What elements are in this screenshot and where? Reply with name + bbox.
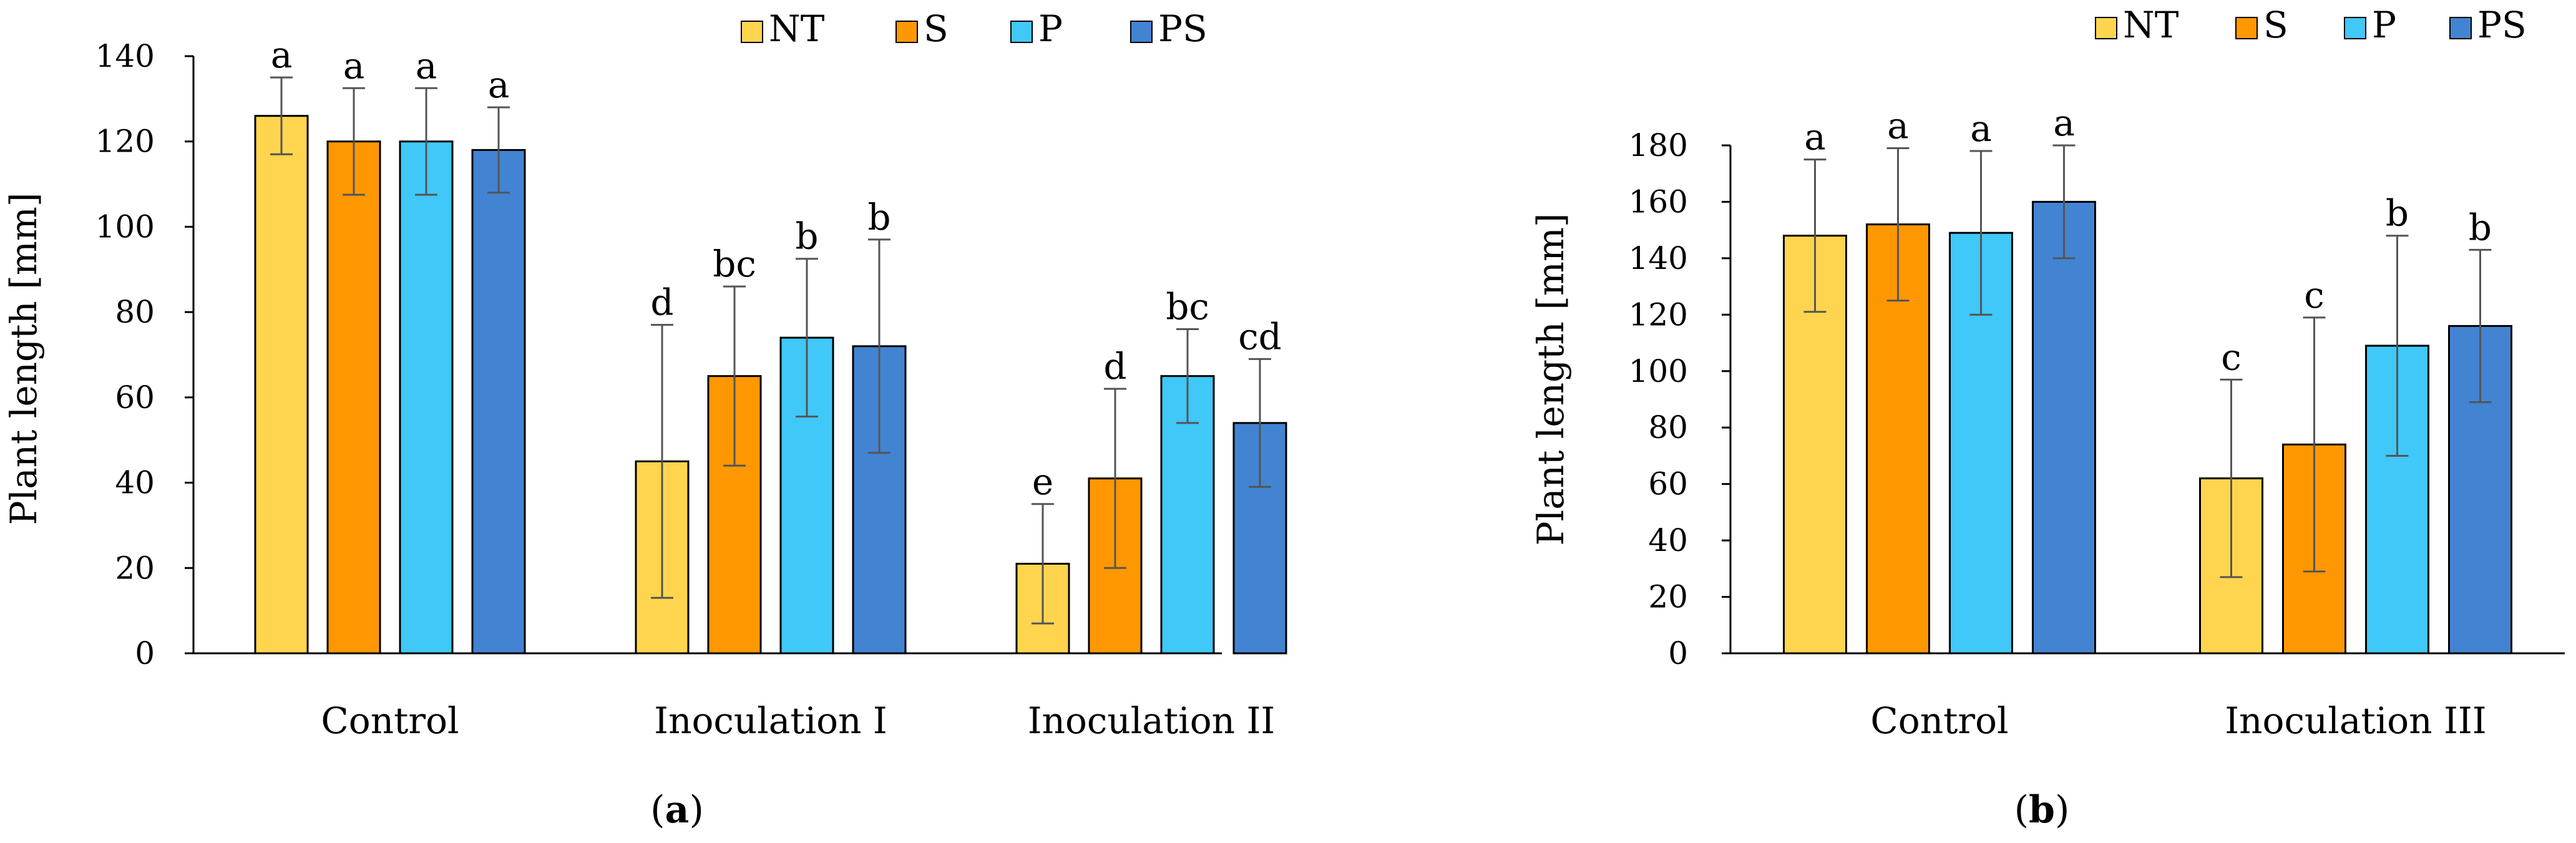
error-bar-b-inoculation-iii-ps <box>2469 248 2492 404</box>
sig-letter-a-inoculation-ii-s: d <box>1103 345 1126 387</box>
legend-label-s-b: S <box>2263 4 2288 46</box>
y-tick-label-b: 180 <box>1629 127 1688 163</box>
y-tick-label-a: 100 <box>95 208 155 245</box>
error-bar-a-inoculation-i-ps <box>868 238 890 454</box>
sig-letter-a-control-ps: a <box>488 64 510 106</box>
sig-letter-b-inoculation-iii-nt: c <box>2221 336 2241 378</box>
error-bar-b-inoculation-iii-p <box>2386 235 2409 457</box>
panel-label-a: (a) <box>650 788 704 832</box>
legend-swatch-ps-b <box>2449 17 2472 39</box>
sig-letter-b-control-ps: a <box>2053 102 2075 144</box>
sig-letter-a-inoculation-ii-p: bc <box>1166 285 1209 328</box>
error-bar-b-control-s <box>1886 147 1910 302</box>
bar-a-control-p <box>399 140 454 655</box>
sig-letter-a-control-p: a <box>416 44 437 87</box>
category-label-a-inoculation-i: Inoculation I <box>654 699 887 742</box>
panel-letter-b: b <box>2029 788 2055 832</box>
y-tick-label-a: 80 <box>115 294 155 330</box>
error-bar-b-inoculation-iii-s <box>2303 316 2326 573</box>
sig-letter-b-inoculation-iii-p: b <box>2386 192 2409 235</box>
category-label-a-inoculation-ii: Inoculation II <box>1028 699 1276 742</box>
error-bar-a-control-p <box>415 87 437 196</box>
sig-letter-a-inoculation-ii-ps: cd <box>1238 315 1282 358</box>
legend-swatch-nt-a <box>741 21 763 43</box>
y-tick-label-a: 60 <box>115 379 155 416</box>
y-tick-label-b: 20 <box>1648 579 1688 615</box>
plot-area-a: 0 20 40 60 80 100 120 140 Control a a a a Inoculation… <box>95 34 1287 742</box>
error-bar-a-inoculation-ii-s <box>1104 387 1126 569</box>
error-bar-a-control-s <box>343 87 365 196</box>
y-axis-title-b: Plant length [mm] <box>1530 213 1572 546</box>
chart-panel-a: Plant length [mm] NT S P PS 0 20 40 60 80 100… <box>2 7 1287 832</box>
legend-label-ps-a: PS <box>1158 7 1208 50</box>
y-tick-label-a: 0 <box>135 635 155 671</box>
bar-a-control-ps <box>471 149 526 655</box>
legend-label-s-a: S <box>924 7 949 50</box>
sig-letter-a-inoculation-i-ps: b <box>867 196 890 238</box>
panel-label-b: (b) <box>2014 788 2070 832</box>
error-bar-b-control-p <box>1969 150 1993 316</box>
y-tick-label-b: 60 <box>1648 466 1688 502</box>
plot-area-b: 0 20 40 60 80 100 120 140 160 180 Control a a a a Inocu… <box>1629 102 2565 742</box>
error-bar-a-inoculation-ii-nt <box>1032 503 1054 625</box>
legend-swatch-s-a <box>895 21 918 43</box>
legend-swatch-p-a <box>1010 21 1033 43</box>
category-label-b-inoculation-iii: Inoculation III <box>2225 699 2486 742</box>
legend-label-p-b: P <box>2372 4 2396 46</box>
bar-b-control-ps <box>2032 200 2096 655</box>
error-bar-a-inoculation-i-s <box>723 285 746 467</box>
sig-letter-b-control-p: a <box>1970 107 1992 150</box>
y-tick-label-b: 140 <box>1629 240 1688 276</box>
y-tick-label-b: 40 <box>1648 522 1688 558</box>
sig-letter-b-control-s: a <box>1887 105 1909 147</box>
panel-letter-a: a <box>665 788 690 832</box>
y-tick-label-b: 80 <box>1648 409 1688 446</box>
chart-panel-b: Plant length [mm] NT S P PS 0 20 40 60 80 100… <box>1530 4 2565 832</box>
legend-label-nt-b: NT <box>2123 4 2179 46</box>
legend-b: NT S P PS <box>2095 4 2527 46</box>
sig-letter-b-control-nt: a <box>1804 116 1826 158</box>
error-bar-a-control-ps <box>487 106 510 194</box>
error-bar-b-control-ps <box>2052 144 2076 260</box>
legend-label-p-a: P <box>1038 7 1063 50</box>
sig-letter-a-control-s: a <box>343 44 365 87</box>
error-bar-a-inoculation-i-nt <box>651 324 673 599</box>
y-tick-label-b: 0 <box>1668 635 1688 671</box>
y-tick-label-a: 40 <box>115 465 155 501</box>
category-label-b-control: Control <box>1870 699 2008 742</box>
y-tick-label-b: 120 <box>1629 296 1688 333</box>
sig-letter-a-control-nt: a <box>271 34 293 76</box>
y-tick-label-b: 100 <box>1629 353 1688 389</box>
error-bar-a-control-nt <box>270 76 293 155</box>
y-tick-label-a: 140 <box>95 38 155 74</box>
sig-letter-b-inoculation-iii-s: c <box>2304 274 2324 316</box>
y-tick-label-a: 120 <box>95 124 155 160</box>
legend-swatch-nt-b <box>2095 17 2117 39</box>
sig-letter-a-inoculation-i-s: bc <box>713 243 756 285</box>
error-bar-a-inoculation-i-p <box>796 258 818 418</box>
y-tick-label-a: 20 <box>115 550 155 586</box>
error-bar-a-inoculation-ii-ps <box>1249 358 1271 488</box>
legend-swatch-ps-a <box>1130 21 1153 43</box>
bar-a-control-nt <box>254 115 309 655</box>
sig-letter-a-inoculation-ii-nt: e <box>1032 460 1053 503</box>
y-tick-label-b: 160 <box>1629 183 1688 220</box>
legend-swatch-s-b <box>2235 17 2258 39</box>
error-bar-a-inoculation-ii-p <box>1176 328 1199 424</box>
y-axis-title-a: Plant length [mm] <box>2 193 45 525</box>
error-bar-b-inoculation-iii-nt <box>2220 378 2243 578</box>
legend-label-ps-b: PS <box>2477 4 2527 46</box>
bar-a-control-s <box>326 140 381 655</box>
legend-label-nt-a: NT <box>769 7 825 50</box>
legend-a: NT S P PS <box>741 7 1208 50</box>
legend-swatch-p-b <box>2344 17 2366 39</box>
sig-letter-a-inoculation-i-p: b <box>795 215 818 258</box>
category-label-a-control: Control <box>321 699 459 742</box>
sig-letter-a-inoculation-i-nt: d <box>650 281 673 324</box>
sig-letter-b-inoculation-iii-ps: b <box>2469 206 2492 248</box>
error-bar-b-control-nt <box>1803 158 1827 313</box>
